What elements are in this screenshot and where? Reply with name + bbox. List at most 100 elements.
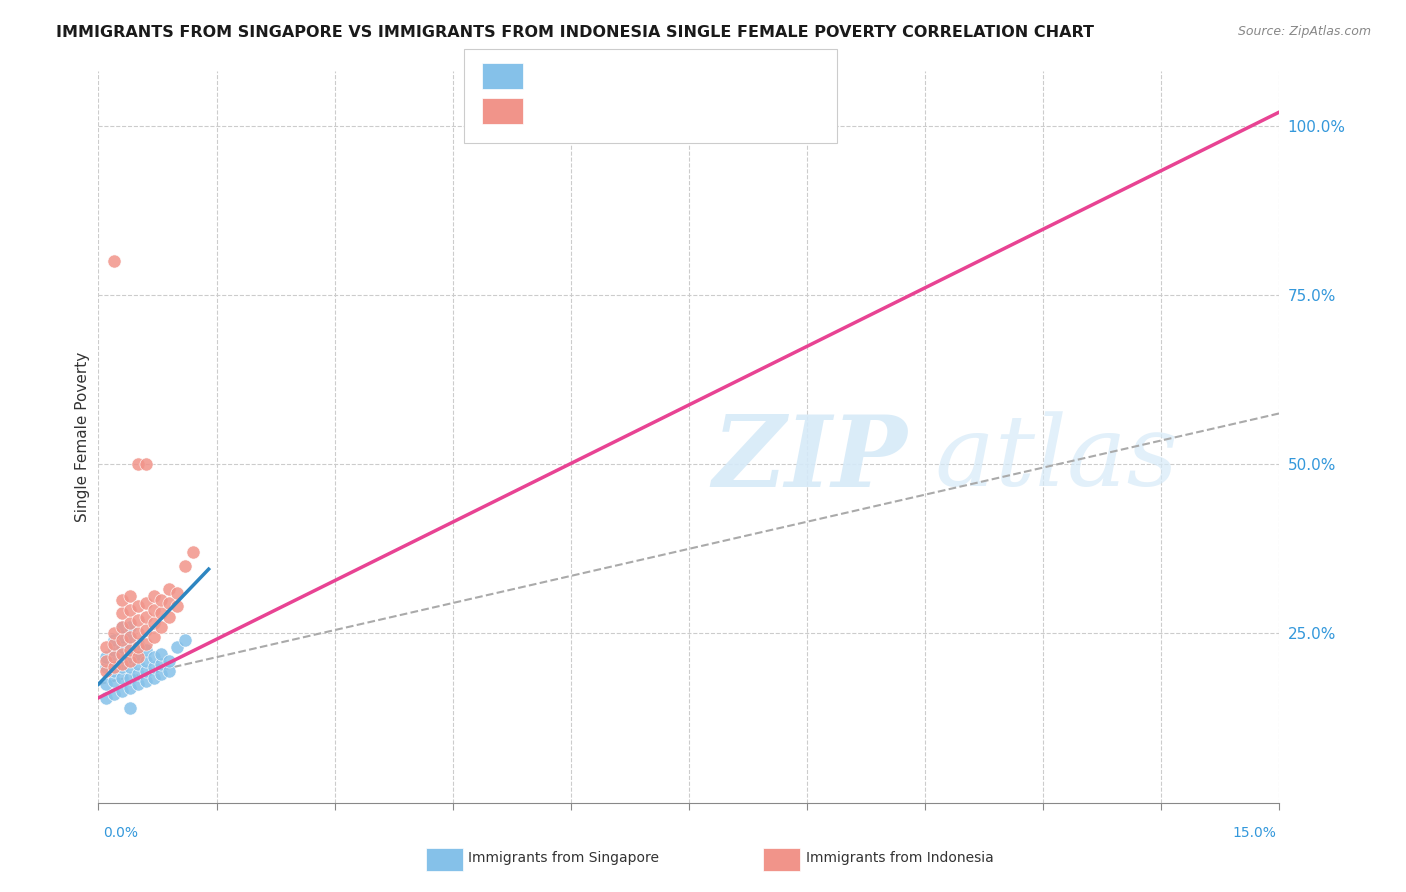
Point [118, 654, 141, 668]
Text: R = 0.823   N = 45: R = 0.823 N = 45 [530, 103, 688, 120]
Point [127, 657, 149, 671]
Point [96, 640, 118, 654]
Point [118, 701, 141, 715]
Point [111, 592, 134, 607]
Point [118, 640, 141, 654]
Point [111, 640, 134, 654]
Point [96, 654, 118, 668]
Point [150, 592, 173, 607]
Point [157, 664, 180, 678]
Point [111, 620, 134, 634]
Text: 15.0%: 15.0% [1233, 826, 1277, 840]
Point [174, 633, 197, 648]
Point [142, 650, 165, 665]
Point [118, 671, 141, 685]
Point [127, 599, 149, 614]
Point [150, 647, 173, 661]
Point [96, 677, 118, 691]
Point [127, 647, 149, 661]
Point [135, 654, 157, 668]
Point [96, 660, 118, 674]
Point [118, 620, 141, 634]
Point [103, 637, 125, 651]
Point [150, 606, 173, 620]
Text: R = 0.206   N = 44: R = 0.206 N = 44 [530, 68, 688, 86]
Point [118, 660, 141, 674]
Point [174, 558, 197, 573]
Point [135, 457, 157, 471]
Point [150, 620, 173, 634]
Point [111, 657, 134, 671]
Point [181, 545, 204, 559]
Point [142, 616, 165, 631]
Point [111, 620, 134, 634]
Point [103, 254, 125, 268]
Point [103, 643, 125, 657]
Point [135, 673, 157, 688]
Text: Immigrants from Singapore: Immigrants from Singapore [468, 851, 659, 865]
Text: 0.0%: 0.0% [103, 826, 138, 840]
Point [111, 630, 134, 644]
Point [96, 664, 118, 678]
Point [127, 677, 149, 691]
Point [142, 589, 165, 603]
Point [150, 657, 173, 671]
Text: Immigrants from Indonesia: Immigrants from Indonesia [806, 851, 994, 865]
Point [135, 596, 157, 610]
Point [150, 667, 173, 681]
Point [103, 660, 125, 674]
Point [103, 626, 125, 640]
Text: Source: ZipAtlas.com: Source: ZipAtlas.com [1237, 25, 1371, 38]
Point [135, 643, 157, 657]
Point [142, 671, 165, 685]
Point [127, 613, 149, 627]
Point [96, 650, 118, 665]
Point [118, 630, 141, 644]
Point [127, 667, 149, 681]
Point [166, 599, 188, 614]
Point [157, 609, 180, 624]
Point [166, 586, 188, 600]
Point [111, 650, 134, 665]
Point [135, 664, 157, 678]
Point [103, 633, 125, 648]
Point [111, 647, 134, 661]
Point [103, 654, 125, 668]
Point [157, 582, 180, 597]
Point [118, 643, 141, 657]
Point [135, 637, 157, 651]
Point [111, 633, 134, 648]
Point [111, 606, 134, 620]
Point [118, 650, 141, 665]
Point [118, 589, 141, 603]
Point [166, 640, 188, 654]
Point [111, 660, 134, 674]
Point [135, 609, 157, 624]
Point [118, 681, 141, 695]
Point [103, 664, 125, 678]
Point [111, 671, 134, 685]
Point [111, 684, 134, 698]
Point [118, 603, 141, 617]
Point [127, 650, 149, 665]
Point [96, 690, 118, 705]
Point [103, 650, 125, 665]
Point [157, 654, 180, 668]
Point [157, 596, 180, 610]
Point [103, 673, 125, 688]
Y-axis label: Single Female Poverty: Single Female Poverty [75, 352, 90, 522]
Point [142, 630, 165, 644]
Point [127, 637, 149, 651]
Point [135, 623, 157, 637]
Text: atlas: atlas [713, 411, 1178, 507]
Point [127, 626, 149, 640]
Point [127, 640, 149, 654]
Text: IMMIGRANTS FROM SINGAPORE VS IMMIGRANTS FROM INDONESIA SINGLE FEMALE POVERTY COR: IMMIGRANTS FROM SINGAPORE VS IMMIGRANTS … [56, 25, 1094, 40]
Text: ZIP: ZIP [713, 411, 907, 508]
Point [127, 457, 149, 471]
Point [118, 630, 141, 644]
Point [103, 688, 125, 702]
Point [142, 603, 165, 617]
Point [142, 660, 165, 674]
Point [118, 616, 141, 631]
